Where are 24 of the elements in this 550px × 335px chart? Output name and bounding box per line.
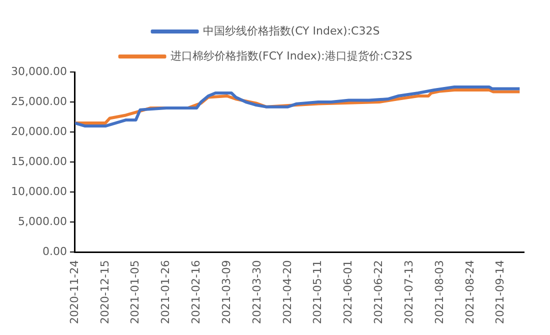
legend-label: 进口棉纱价格指数(FCY Index):港口提货价:C32S — [170, 49, 412, 62]
x-tick-label: 2021-03-30 — [250, 260, 264, 324]
x-tick-label: 2021-08-03 — [432, 260, 446, 324]
x-tick-label: 2021-02-16 — [190, 260, 203, 324]
y-tick-label: 20,000.00 — [11, 124, 67, 138]
y-tick-label: 0.00 — [42, 244, 67, 258]
y-tick-label: 10,000.00 — [11, 184, 67, 198]
x-tick-label: 2021-04-20 — [280, 260, 294, 324]
y-tick-label: 15,000.00 — [11, 154, 67, 168]
x-tick-label: 2021-06-01 — [342, 260, 355, 324]
x-tick-label: 2021-09-14 — [494, 260, 507, 324]
y-tick-label: 5,000.00 — [18, 214, 67, 228]
legend-label: 中国纱线价格指数(CY Index):C32S — [202, 24, 380, 38]
x-tick-label: 2021-03-09 — [220, 260, 233, 324]
y-tick-label: 30,000.00 — [11, 64, 67, 78]
x-tick-label: 2021-01-26 — [159, 260, 172, 324]
x-tick-label: 2020-11-24 — [68, 260, 81, 324]
x-tick-label: 2021-06-22 — [372, 260, 386, 324]
y-tick-label: 25,000.00 — [11, 94, 67, 108]
x-tick-label: 2021-01-05 — [128, 260, 142, 324]
x-tick-label: 2021-07-13 — [402, 260, 416, 324]
x-tick-label: 2021-05-11 — [311, 260, 324, 324]
x-tick-label: 2021-08-24 — [463, 260, 476, 324]
x-tick-label: 2020-12-15 — [98, 260, 112, 324]
